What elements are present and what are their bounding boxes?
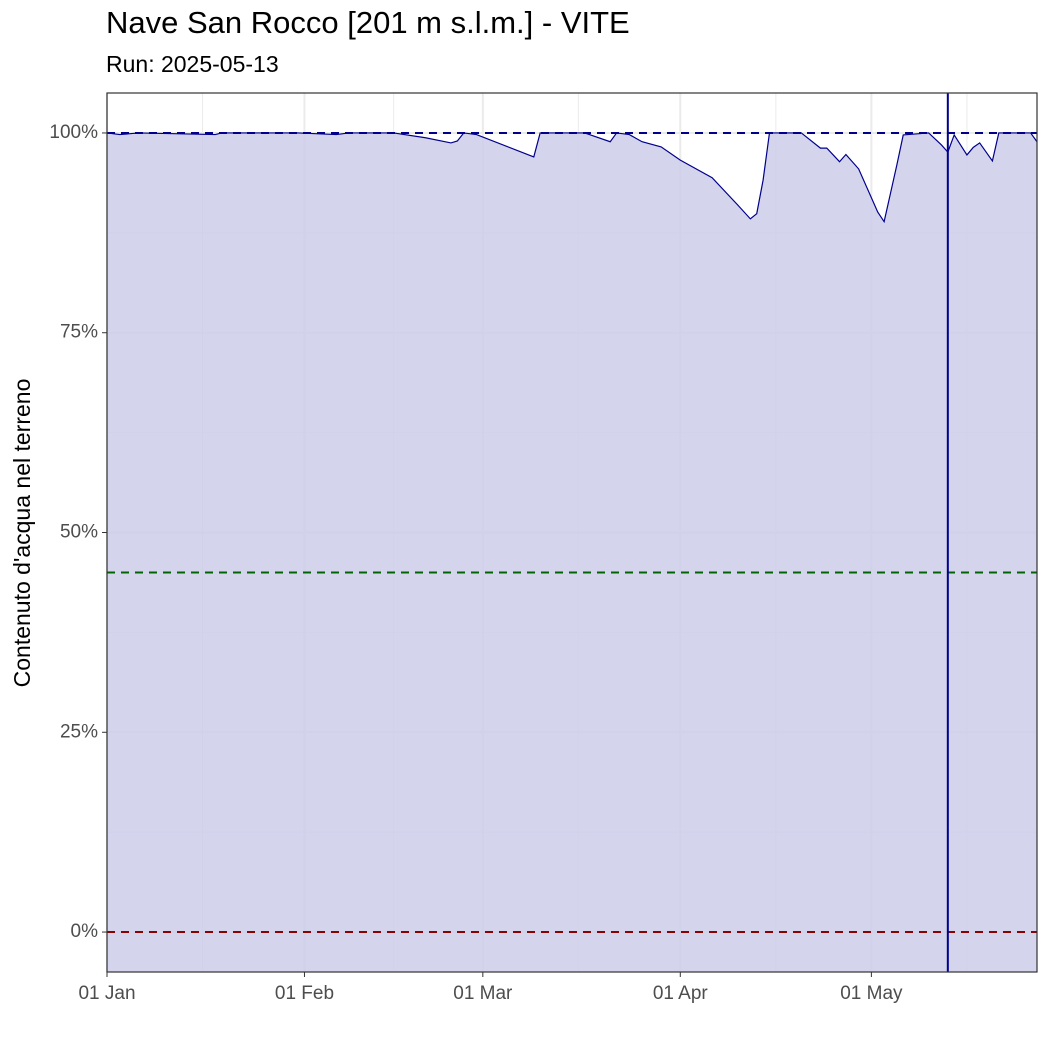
y-tick-label: 75% [60, 322, 98, 343]
x-tick-label: 01 Jan [78, 983, 135, 1004]
line [106, 132, 1038, 224]
x-tick-label: 01 Apr [653, 983, 709, 1004]
area [107, 132, 1037, 973]
chart-title: Nave San Rocco [201 m s.l.m.] - VITE [106, 5, 630, 40]
y-tick-label: 50% [60, 522, 98, 543]
y-tick-label: 0% [71, 921, 99, 942]
y-tick-label: 100% [49, 122, 98, 143]
chart-subtitle: Run: 2025-05-13 [106, 51, 279, 77]
y-axis-label: Contenuto d'acqua nel terreno [9, 379, 35, 688]
x-tick-label: 01 Feb [275, 983, 334, 1004]
x-tick-label: 01 Mar [453, 983, 513, 1004]
y-tick-label: 25% [60, 721, 98, 742]
x-tick-label: 01 May [840, 983, 903, 1004]
